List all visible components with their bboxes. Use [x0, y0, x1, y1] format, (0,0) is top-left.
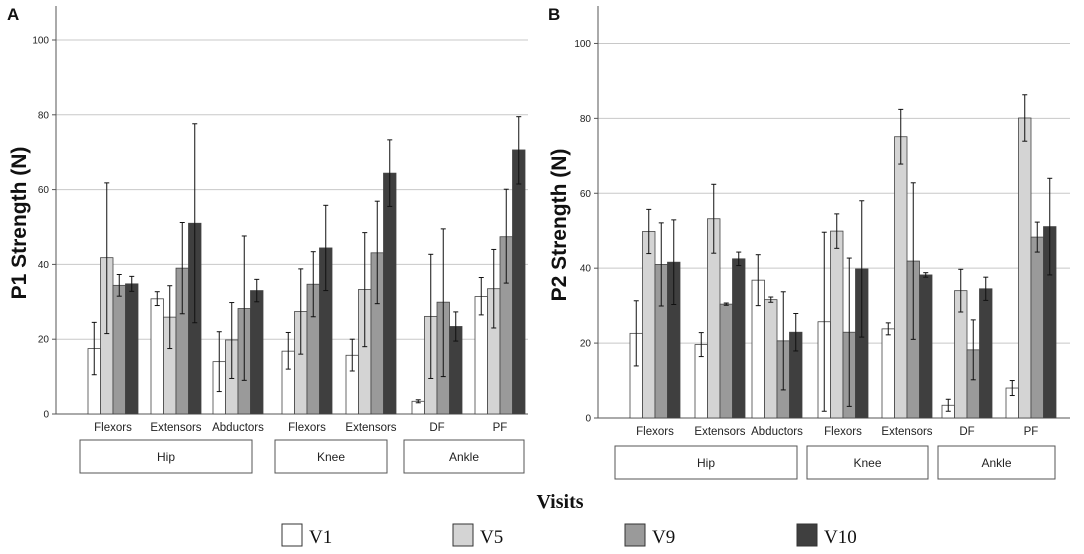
group-box-hip [79, 439, 253, 474]
category-label: Abductors [751, 426, 803, 438]
group-box-knee [806, 445, 929, 480]
y-tick-label: 60 [580, 189, 592, 200]
bar-v10-4 [919, 274, 933, 419]
bar-v10-6 [512, 149, 526, 415]
legend: V1 V5 V9 V10 [281, 523, 857, 548]
group-box-knee [274, 439, 388, 474]
legend-label-v10: V10 [824, 527, 857, 548]
bar-v10-5 [979, 288, 993, 419]
group-box-ankle [937, 445, 1056, 480]
bar-v5-4 [894, 136, 908, 419]
bar-v10-2 [250, 290, 264, 415]
group-label: Knee [317, 450, 345, 464]
panel-letter-a: A [7, 5, 19, 24]
y-tick-label: 100 [574, 39, 591, 50]
category-label: PF [493, 422, 508, 434]
y-axis-label-p1: P1 Strength (N) [8, 147, 31, 300]
group-label: Knee [853, 456, 881, 470]
group-label: Ankle [981, 456, 1011, 470]
y-tick-label: 80 [38, 110, 50, 121]
bar-v1-1 [150, 298, 164, 415]
category-label: Flexors [636, 426, 674, 438]
group-box-ankle [403, 439, 525, 474]
category-label: Flexors [824, 426, 862, 438]
bar-v5-0 [642, 231, 656, 419]
legend-label-v5: V5 [480, 527, 503, 548]
legend-swatch-v1 [281, 523, 303, 547]
y-tick-label: 20 [38, 335, 50, 346]
y-tick-label: 40 [580, 264, 592, 275]
category-label: Extensors [881, 426, 932, 438]
y-tick-label: 80 [580, 114, 592, 125]
category-label: PF [1024, 426, 1039, 438]
category-label: Extensors [694, 426, 745, 438]
legend-swatch-v9 [624, 523, 646, 547]
category-label: Flexors [94, 422, 132, 434]
y-tick-label: 20 [580, 339, 592, 350]
group-label: Ankle [449, 450, 479, 464]
legend-label-v9: V9 [652, 527, 675, 548]
category-label: Flexors [288, 422, 326, 434]
bar-v9-0 [112, 284, 126, 415]
bar-v5-2 [764, 299, 778, 419]
group-label: Hip [697, 456, 715, 470]
bar-v10-4 [383, 172, 397, 415]
legend-label-v1: V1 [309, 527, 332, 548]
bar-v9-6 [1030, 236, 1044, 419]
group-box-hip [614, 445, 798, 480]
category-label: DF [959, 426, 974, 438]
bar-v10-0 [125, 283, 139, 415]
y-axis-label-p2: P2 Strength (N) [548, 149, 571, 302]
chart-panel-a: 0 20 40 60 80 100 Flexors Extensors Abductors Fle… [32, 6, 528, 474]
legend-title: Visits [536, 491, 583, 513]
chart-panel-b: 0 20 40 60 80 100 Flexors Extensors Abductors Fle… [574, 6, 1070, 480]
y-tick-label: 0 [585, 414, 591, 425]
bar-v1-4 [881, 328, 895, 419]
y-tick-label: 100 [32, 36, 49, 47]
category-label: Abductors [212, 422, 264, 434]
panel-letter-b: B [548, 5, 560, 24]
legend-swatch-v5 [452, 523, 474, 547]
y-tick-label: 40 [38, 260, 50, 271]
legend-swatch-v10 [796, 523, 818, 547]
group-label: Hip [157, 450, 175, 464]
bar-v5-3 [830, 230, 844, 419]
y-tick-label: 60 [38, 185, 50, 196]
bar-v9-1 [719, 303, 733, 419]
bar-v5-6 [1018, 117, 1032, 419]
y-tick-label: 0 [43, 410, 49, 421]
bar-v10-1 [732, 258, 746, 419]
category-label: Extensors [150, 422, 201, 434]
category-label: DF [429, 422, 444, 434]
category-label: Extensors [345, 422, 396, 434]
